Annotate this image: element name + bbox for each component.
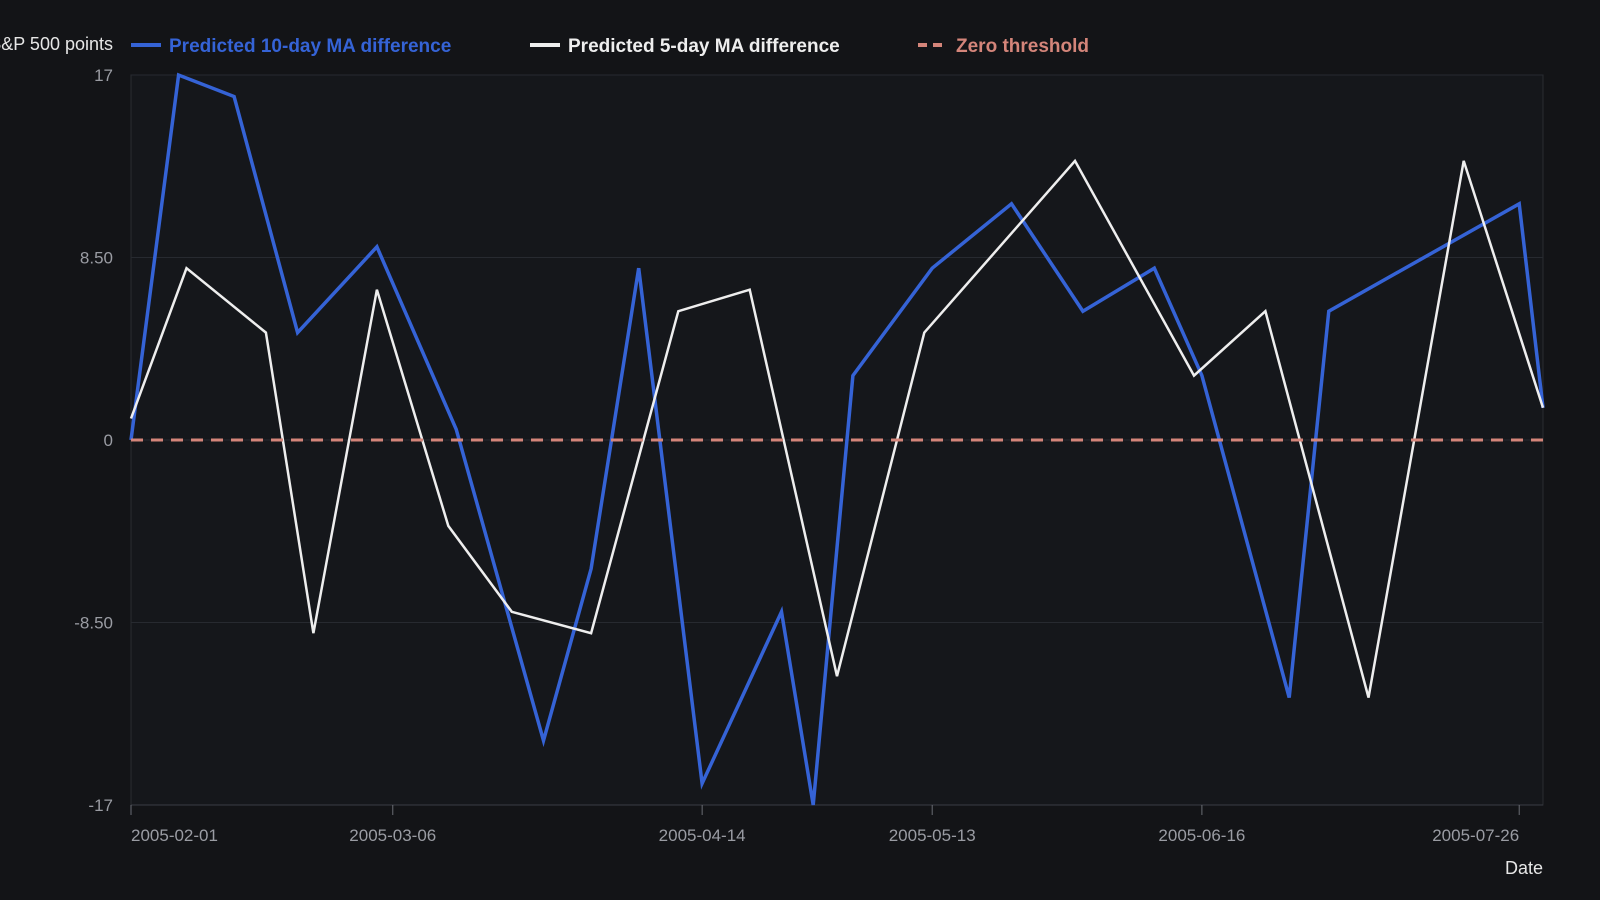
- x-tick-label: 2005-07-26: [1432, 826, 1519, 845]
- legend-label: Predicted 5-day MA difference: [568, 36, 840, 57]
- y-tick-label: 8.50: [80, 249, 113, 268]
- legend-label: Predicted 10-day MA difference: [169, 36, 451, 57]
- axes: 17 8.50 0 -8.50 -17 2005-02-01 2005-03-06 2005-…: [74, 66, 1543, 845]
- x-tick-label: 2005-06-16: [1158, 826, 1245, 845]
- x-tick-label: 2005-05-13: [889, 826, 976, 845]
- x-tick-label: 2005-03-06: [349, 826, 436, 845]
- legend-label: Zero threshold: [956, 36, 1089, 57]
- legend-item-zero-threshold: Zero threshold: [918, 36, 1089, 57]
- x-tick-label: 2005-02-01: [131, 826, 218, 845]
- legend: Predicted 10-day MA difference Predicted …: [131, 36, 1089, 57]
- series-line-5-day-ma: [129, 158, 1545, 698]
- y-tick-label: 17: [94, 66, 113, 85]
- legend-item-5-day-ma: Predicted 5-day MA difference: [530, 36, 840, 57]
- x-axis-label: Date: [1505, 858, 1543, 878]
- series-lines: [129, 72, 1545, 806]
- series-line-10-day-ma: [129, 72, 1545, 806]
- x-tick-label: 2005-04-14: [659, 826, 746, 845]
- y-tick-label: 0: [104, 431, 113, 450]
- y-axis-label: S&P 500 points: [0, 34, 113, 54]
- y-tick-label: -17: [88, 796, 113, 815]
- legend-item-10-day-ma: Predicted 10-day MA difference: [131, 36, 451, 57]
- y-tick-label: -8.50: [74, 614, 113, 633]
